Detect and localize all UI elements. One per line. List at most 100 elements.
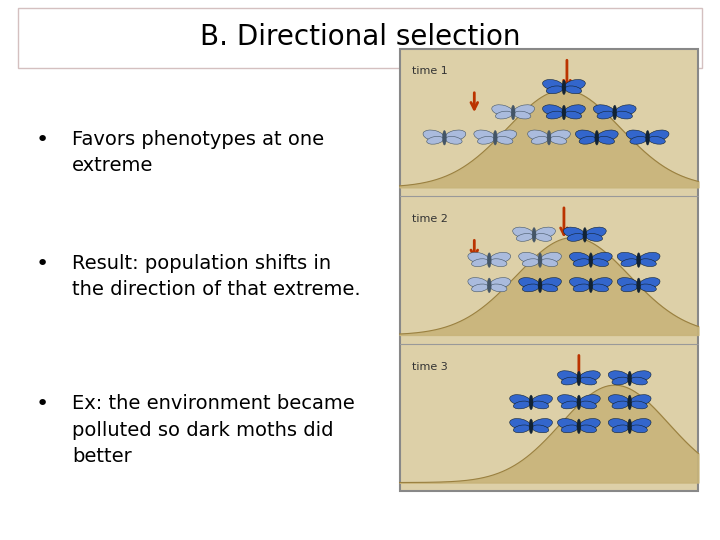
- Ellipse shape: [468, 278, 489, 289]
- Ellipse shape: [631, 401, 647, 409]
- Ellipse shape: [631, 425, 647, 433]
- Ellipse shape: [446, 137, 462, 144]
- Ellipse shape: [557, 371, 578, 382]
- Ellipse shape: [580, 418, 600, 430]
- Ellipse shape: [535, 233, 552, 241]
- Ellipse shape: [616, 111, 632, 119]
- Ellipse shape: [474, 130, 495, 141]
- Ellipse shape: [580, 401, 597, 409]
- Text: Ex: the environment became
polluted so dark moths did
better: Ex: the environment became polluted so d…: [72, 394, 355, 466]
- Ellipse shape: [532, 227, 536, 242]
- Ellipse shape: [490, 284, 507, 292]
- Ellipse shape: [636, 253, 641, 267]
- Ellipse shape: [598, 137, 614, 144]
- Ellipse shape: [546, 86, 563, 94]
- Ellipse shape: [443, 131, 446, 145]
- Ellipse shape: [518, 278, 540, 289]
- Ellipse shape: [589, 278, 593, 293]
- Ellipse shape: [570, 278, 590, 289]
- Ellipse shape: [543, 105, 564, 116]
- Ellipse shape: [513, 425, 530, 433]
- Ellipse shape: [579, 137, 596, 144]
- Ellipse shape: [529, 419, 533, 434]
- Ellipse shape: [580, 425, 597, 433]
- Ellipse shape: [557, 418, 578, 430]
- Ellipse shape: [538, 278, 542, 293]
- Ellipse shape: [597, 111, 613, 119]
- Ellipse shape: [522, 259, 539, 267]
- Ellipse shape: [580, 377, 597, 385]
- Ellipse shape: [580, 371, 600, 382]
- Ellipse shape: [541, 284, 558, 292]
- Ellipse shape: [617, 252, 638, 264]
- Text: time 2: time 2: [412, 214, 447, 224]
- Ellipse shape: [630, 137, 647, 144]
- Ellipse shape: [510, 395, 531, 406]
- Ellipse shape: [531, 395, 552, 406]
- Ellipse shape: [564, 105, 585, 116]
- Ellipse shape: [617, 278, 638, 289]
- Ellipse shape: [615, 105, 636, 116]
- Ellipse shape: [529, 395, 533, 410]
- Ellipse shape: [516, 233, 533, 241]
- Ellipse shape: [593, 105, 614, 116]
- Ellipse shape: [639, 259, 657, 267]
- Text: •: •: [36, 130, 49, 150]
- Ellipse shape: [490, 252, 510, 264]
- Ellipse shape: [522, 284, 539, 292]
- Text: time 1: time 1: [412, 66, 447, 76]
- Ellipse shape: [513, 105, 534, 116]
- Ellipse shape: [541, 259, 558, 267]
- Ellipse shape: [549, 130, 570, 141]
- Ellipse shape: [561, 401, 578, 409]
- Ellipse shape: [565, 86, 582, 94]
- FancyBboxPatch shape: [18, 8, 702, 68]
- Ellipse shape: [518, 252, 540, 264]
- Ellipse shape: [490, 278, 510, 289]
- Ellipse shape: [511, 105, 515, 120]
- Ellipse shape: [472, 259, 488, 267]
- Ellipse shape: [597, 130, 618, 141]
- Ellipse shape: [586, 233, 603, 241]
- Ellipse shape: [565, 111, 582, 119]
- Ellipse shape: [628, 395, 631, 410]
- Ellipse shape: [612, 425, 629, 433]
- Ellipse shape: [612, 377, 629, 385]
- Text: •: •: [36, 394, 49, 414]
- Ellipse shape: [589, 253, 593, 267]
- Ellipse shape: [567, 233, 584, 241]
- Ellipse shape: [612, 401, 629, 409]
- Ellipse shape: [495, 130, 516, 141]
- Ellipse shape: [547, 131, 551, 145]
- Ellipse shape: [591, 278, 612, 289]
- Ellipse shape: [573, 259, 590, 267]
- Ellipse shape: [534, 227, 555, 238]
- Ellipse shape: [445, 130, 466, 141]
- Ellipse shape: [562, 80, 566, 94]
- Ellipse shape: [630, 395, 651, 406]
- Ellipse shape: [630, 418, 651, 430]
- Ellipse shape: [550, 137, 567, 144]
- Ellipse shape: [557, 395, 578, 406]
- Ellipse shape: [646, 131, 649, 145]
- Ellipse shape: [477, 137, 494, 144]
- Ellipse shape: [570, 252, 590, 264]
- Ellipse shape: [427, 137, 444, 144]
- Ellipse shape: [575, 130, 596, 141]
- Ellipse shape: [496, 137, 513, 144]
- Ellipse shape: [648, 130, 669, 141]
- Ellipse shape: [514, 111, 531, 119]
- Ellipse shape: [636, 278, 641, 293]
- Ellipse shape: [628, 419, 631, 434]
- Text: Result: population shifts in
the direction of that extreme.: Result: population shifts in the directi…: [72, 254, 361, 299]
- Ellipse shape: [649, 137, 665, 144]
- Ellipse shape: [531, 137, 548, 144]
- Ellipse shape: [639, 252, 660, 264]
- Text: •: •: [36, 254, 49, 274]
- Ellipse shape: [595, 131, 599, 145]
- Ellipse shape: [495, 111, 512, 119]
- Ellipse shape: [621, 284, 638, 292]
- Ellipse shape: [541, 278, 562, 289]
- Ellipse shape: [510, 418, 531, 430]
- Ellipse shape: [532, 401, 549, 409]
